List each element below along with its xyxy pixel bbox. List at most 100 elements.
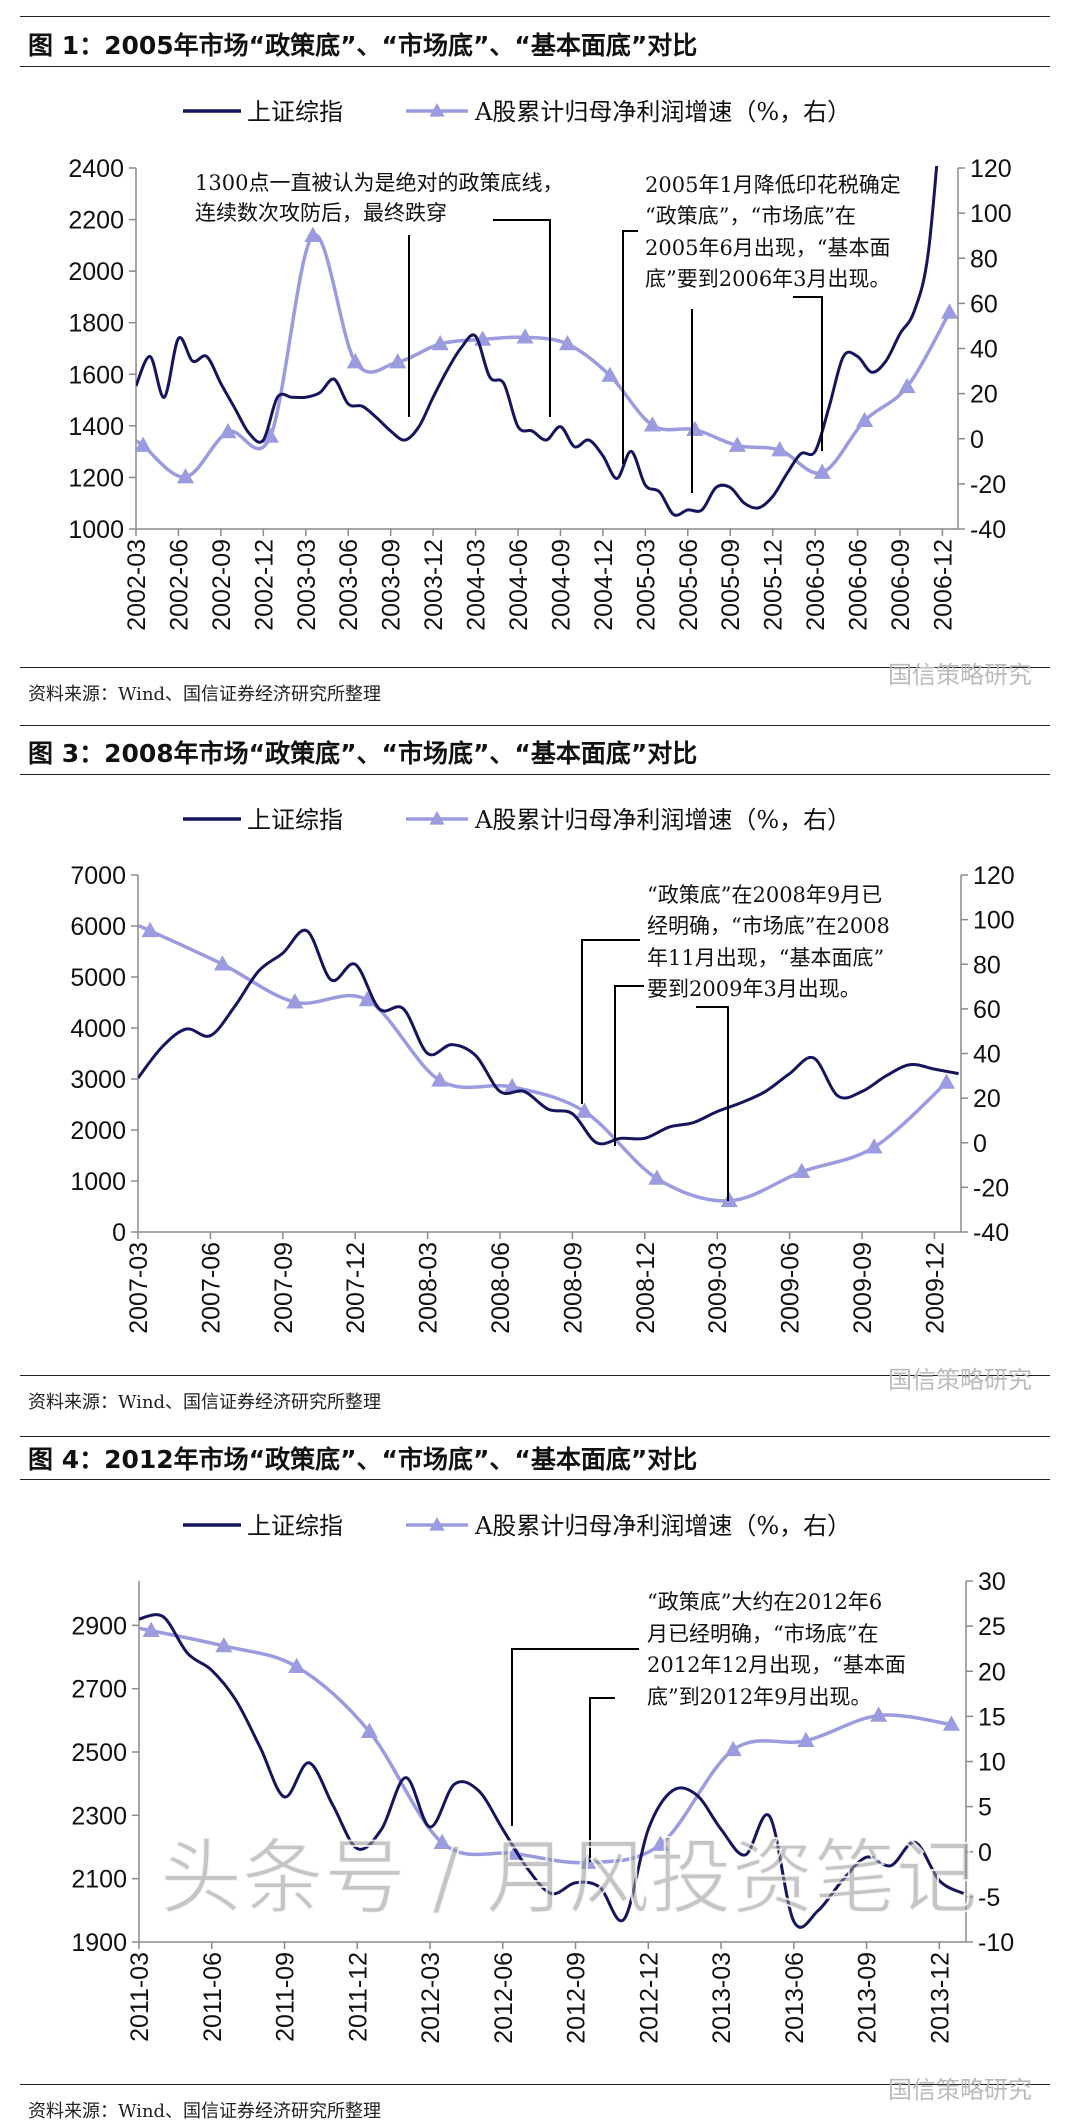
right-tick-label: 100 [970, 200, 1012, 228]
watermark-logo: 国信策略研究 [888, 1366, 1032, 1394]
annotation-text: “政策底”大约在2012年6 [647, 1590, 882, 1614]
annotation-connector [793, 296, 823, 451]
source-note: 资料来源：Wind、国信证券经济研究所整理 [28, 684, 382, 705]
legend: 上证综指 A股累计归母净利润增速（%，右） [183, 806, 851, 834]
x-tick-label: 2013-03 [708, 1952, 736, 2044]
left-tick-label: 0 [112, 1219, 126, 1247]
x-tick-label: 2004-03 [463, 539, 491, 631]
x-tick-label: 2012-09 [563, 1952, 591, 2044]
x-tick-label: 2009-09 [849, 1242, 877, 1334]
x-tick-label: 2009-06 [777, 1242, 805, 1334]
x-tick-label: 2008-06 [487, 1242, 515, 1334]
annotation-text: 连续数次攻防后，最终跌穿 [195, 201, 447, 225]
x-tick-label: 2011-09 [272, 1952, 300, 2042]
right-tick-label: 20 [978, 1658, 1006, 1686]
profit-growth-marker [558, 334, 577, 351]
left-tick-label: 2000 [70, 1117, 126, 1145]
annotation-connector [493, 219, 551, 417]
x-tick-label: 2006-09 [887, 539, 915, 631]
annotation-connector [696, 1006, 729, 1201]
left-tick-label: 2400 [68, 155, 124, 183]
x-tick-label: 2009-03 [704, 1242, 732, 1334]
profit-growth-marker [865, 1138, 883, 1154]
annotation-text: 1300点一直被认为是绝对的政策底线， [195, 171, 563, 195]
x-tick-label: 2008-12 [632, 1242, 660, 1334]
legend-label-profit: A股累计归母净利润增速（%，右） [474, 98, 851, 126]
top-rule [20, 725, 1050, 726]
profit-growth-marker [288, 1657, 306, 1674]
x-tick-label: 2005-09 [717, 539, 745, 631]
right-tick-label: 30 [978, 1568, 1006, 1596]
right-tick-label: 120 [970, 155, 1012, 183]
profit-growth-marker [215, 1636, 233, 1653]
figure-1: 图 1：2005年市场“政策底”、“市场底”、“基本面底”对比 上证综指 A股累计… [0, 0, 1072, 715]
title-rule [20, 1479, 1050, 1480]
right-tick-label: 10 [978, 1749, 1006, 1777]
profit-growth-marker [346, 353, 364, 369]
profit-growth-marker [389, 353, 407, 369]
left-tick-label: 2200 [68, 207, 124, 235]
left-tick-label: 1600 [68, 361, 124, 389]
profit-growth-marker [724, 1740, 742, 1757]
legend-label-index: 上证综指 [247, 98, 343, 126]
annotation-connector [511, 1648, 639, 1826]
annotation-text: 月已经明确，“市场底”在 [647, 1622, 878, 1646]
source-note: 资料来源：Wind、国信证券经济研究所整理 [28, 1392, 382, 1413]
x-tick-label: 2007-06 [197, 1242, 225, 1334]
figure-title: 图 1：2005年市场“政策底”、“市场底”、“基本面底”对比 [28, 31, 698, 60]
x-tick-label: 2002-03 [123, 539, 151, 631]
right-tick-label: -20 [970, 471, 1006, 499]
annotation-text: “政策底”在2008年9月已 [647, 883, 882, 907]
figure-title: 图 4：2012年市场“政策底”、“市场底”、“基本面底”对比 [28, 1445, 698, 1474]
x-tick-label: 2002-06 [165, 539, 193, 631]
left-tick-label: 5000 [70, 964, 126, 992]
title-rule [20, 774, 1050, 775]
sh-composite-index-line [138, 928, 959, 1146]
profit-growth-marker [898, 377, 916, 394]
x-tick-label: 2005-12 [760, 539, 788, 631]
right-tick-label: 25 [978, 1613, 1006, 1641]
overlay-watermark: 头条号 / 月风投资笔记 [159, 1831, 979, 1926]
x-tick-label: 2009-12 [921, 1242, 949, 1334]
profit-growth-marker [771, 441, 789, 457]
profit-growth-marker [651, 1835, 669, 1851]
x-tick-label: 2007-09 [270, 1242, 298, 1334]
profit-growth-marker [720, 1191, 738, 1208]
profit-growth-marker [643, 416, 661, 432]
legend-label-index: 上证综指 [247, 1512, 343, 1540]
profit-growth-marker [940, 303, 959, 319]
x-tick-label: 2008-09 [559, 1242, 587, 1334]
chart-svg: 上证综指 A股累计归母净利润增速（%，右）01000200030004000500… [70, 806, 1014, 1334]
annotation-text: 底”到2012年9月出现。 [647, 1685, 872, 1709]
profit-growth-marker [579, 1853, 597, 1869]
right-tick-label: -40 [973, 1219, 1009, 1247]
annotation-text: “政策底”，“市场底”在 [645, 204, 856, 228]
right-tick-label: 80 [973, 951, 1001, 979]
profit-growth-marker [870, 1706, 888, 1722]
right-tick-label: -40 [970, 516, 1006, 544]
right-tick-label: 60 [973, 996, 1001, 1024]
x-tick-label: 2005-03 [632, 539, 660, 631]
x-tick-label: 2002-12 [250, 539, 278, 631]
x-tick-label: 2011-06 [199, 1952, 227, 2042]
legend-triangle-marker [429, 1517, 445, 1531]
profit-growth-marker [261, 427, 279, 443]
profit-growth-marker [433, 1833, 451, 1850]
profit-growth-marker [686, 420, 704, 437]
x-tick-label: 2002-09 [208, 539, 236, 631]
right-tick-label: 0 [970, 426, 984, 454]
profit-growth-marker [360, 1722, 378, 1739]
x-tick-label: 2006-12 [929, 539, 957, 631]
x-tick-label: 2003-03 [293, 539, 321, 631]
sh-composite-index-line [136, 166, 939, 517]
chart-svg: 上证综指 A股累计归母净利润增速（%，右）10001200140016001800… [68, 98, 1012, 631]
top-rule [20, 1436, 1050, 1437]
profit-growth-line [136, 233, 952, 479]
right-tick-label: 40 [973, 1041, 1001, 1069]
left-tick-label: 2300 [71, 1802, 127, 1830]
profit-growth-marker [142, 1621, 160, 1637]
annotation-text: 2012年12月出现，“基本面 [647, 1653, 906, 1677]
chart-svg: 上证综指 A股累计归母净利润增速（%，右） 1900 2100 2300 2500 2700… [71, 1512, 1014, 2044]
figure-title: 图 3：2008年市场“政策底”、“市场底”、“基本面底”对比 [28, 739, 698, 768]
left-tick-label: 2500 [71, 1739, 127, 1767]
